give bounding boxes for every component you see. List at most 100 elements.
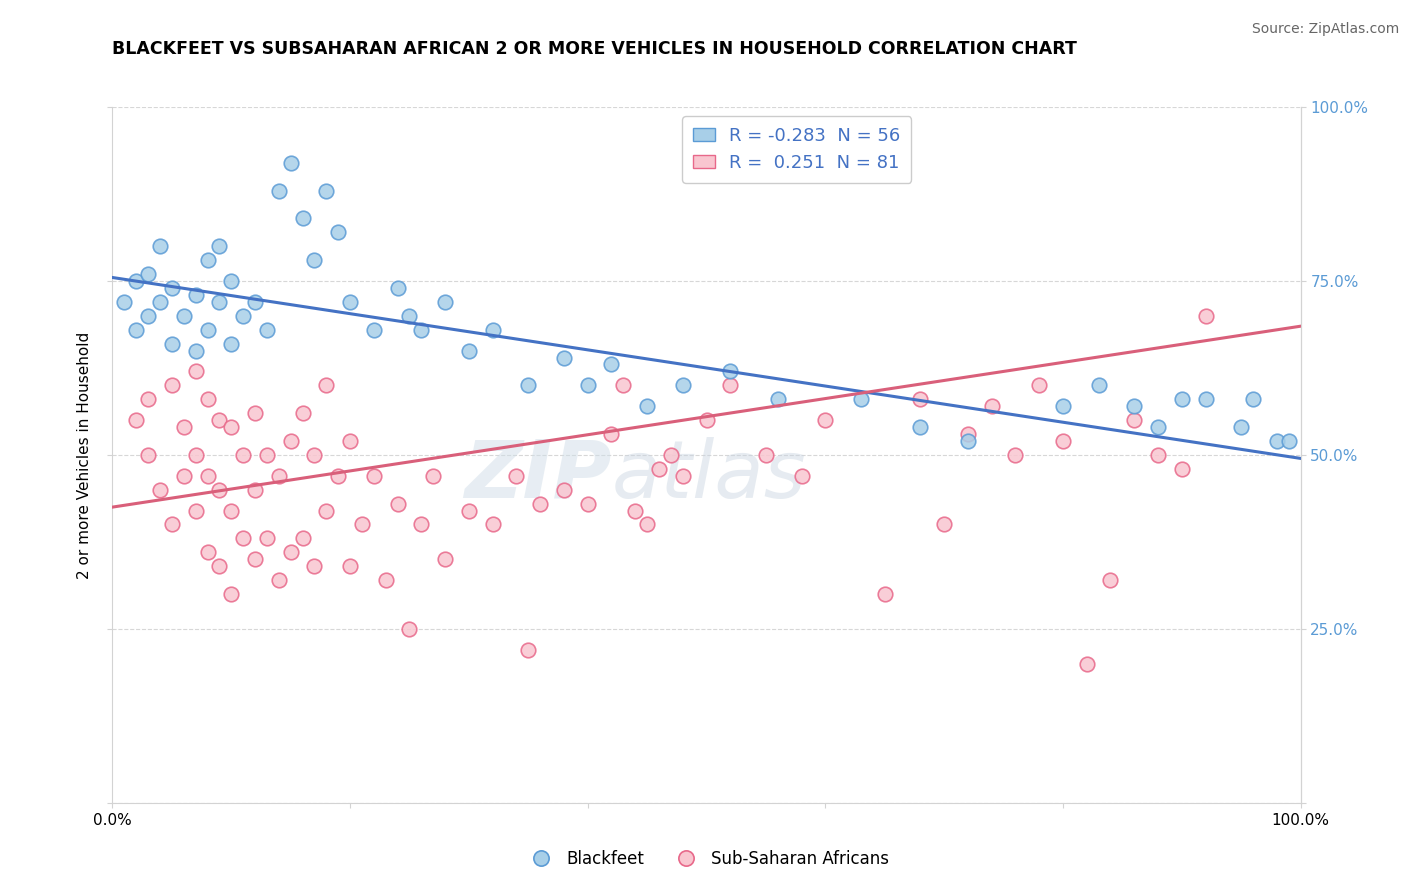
Point bbox=[256, 448, 278, 462]
Point bbox=[232, 532, 254, 546]
Point bbox=[267, 468, 290, 483]
Point bbox=[434, 294, 457, 309]
Point bbox=[1099, 573, 1122, 587]
Point bbox=[267, 184, 290, 198]
Point bbox=[374, 573, 396, 587]
Point bbox=[398, 622, 420, 636]
Point bbox=[648, 462, 671, 476]
Point bbox=[328, 468, 350, 483]
Point bbox=[219, 336, 242, 351]
Point bbox=[304, 253, 326, 268]
Point bbox=[149, 294, 172, 309]
Point bbox=[280, 545, 302, 559]
Point bbox=[243, 552, 266, 566]
Point bbox=[315, 503, 337, 517]
Point bbox=[339, 294, 361, 309]
Point bbox=[208, 559, 231, 574]
Point bbox=[1123, 413, 1146, 427]
Point bbox=[149, 483, 172, 497]
Point bbox=[267, 573, 290, 587]
Point bbox=[280, 434, 302, 448]
Point bbox=[125, 274, 148, 288]
Point bbox=[243, 406, 266, 420]
Point bbox=[766, 392, 789, 407]
Point bbox=[718, 364, 741, 378]
Point bbox=[980, 399, 1002, 413]
Point bbox=[291, 532, 314, 546]
Point bbox=[636, 399, 658, 413]
Point bbox=[136, 448, 159, 462]
Text: BLACKFEET VS SUBSAHARAN AFRICAN 2 OR MORE VEHICLES IN HOUSEHOLD CORRELATION CHAR: BLACKFEET VS SUBSAHARAN AFRICAN 2 OR MOR… bbox=[112, 40, 1077, 58]
Point bbox=[458, 343, 481, 358]
Point bbox=[256, 323, 278, 337]
Point bbox=[411, 517, 433, 532]
Point bbox=[398, 309, 420, 323]
Point bbox=[1278, 434, 1301, 448]
Point bbox=[1052, 399, 1074, 413]
Point bbox=[612, 378, 634, 392]
Point bbox=[256, 532, 278, 546]
Point bbox=[315, 184, 337, 198]
Point bbox=[1004, 448, 1026, 462]
Point bbox=[184, 288, 207, 302]
Point bbox=[160, 517, 183, 532]
Point bbox=[160, 378, 183, 392]
Point bbox=[600, 358, 623, 372]
Point bbox=[243, 294, 266, 309]
Point bbox=[136, 392, 159, 407]
Point bbox=[243, 483, 266, 497]
Point bbox=[208, 294, 231, 309]
Point bbox=[790, 468, 813, 483]
Point bbox=[529, 497, 551, 511]
Point bbox=[481, 323, 503, 337]
Point bbox=[814, 413, 837, 427]
Point bbox=[339, 559, 361, 574]
Point bbox=[422, 468, 444, 483]
Point bbox=[387, 497, 409, 511]
Point bbox=[718, 378, 741, 392]
Point bbox=[197, 545, 219, 559]
Point bbox=[184, 448, 207, 462]
Point bbox=[173, 309, 195, 323]
Point bbox=[755, 448, 778, 462]
Point bbox=[1194, 392, 1216, 407]
Point bbox=[1241, 392, 1264, 407]
Point bbox=[1123, 399, 1146, 413]
Point bbox=[149, 239, 172, 253]
Point bbox=[160, 281, 183, 295]
Point bbox=[517, 378, 540, 392]
Point bbox=[1028, 378, 1050, 392]
Point bbox=[1076, 657, 1098, 671]
Text: Source: ZipAtlas.com: Source: ZipAtlas.com bbox=[1251, 22, 1399, 37]
Point bbox=[184, 343, 207, 358]
Point bbox=[553, 483, 575, 497]
Point bbox=[160, 336, 183, 351]
Point bbox=[956, 427, 979, 442]
Point bbox=[184, 503, 207, 517]
Point bbox=[173, 468, 195, 483]
Point bbox=[208, 239, 231, 253]
Legend: Blackfeet, Sub-Saharan Africans: Blackfeet, Sub-Saharan Africans bbox=[517, 843, 896, 874]
Point bbox=[363, 323, 385, 337]
Point bbox=[624, 503, 647, 517]
Point bbox=[1052, 434, 1074, 448]
Point bbox=[873, 587, 896, 601]
Point bbox=[219, 503, 242, 517]
Point bbox=[1194, 309, 1216, 323]
Point bbox=[672, 378, 695, 392]
Point bbox=[517, 642, 540, 657]
Point bbox=[184, 364, 207, 378]
Point bbox=[197, 323, 219, 337]
Point bbox=[481, 517, 503, 532]
Text: ZIP: ZIP bbox=[464, 437, 612, 515]
Point bbox=[197, 392, 219, 407]
Point bbox=[208, 483, 231, 497]
Point bbox=[315, 378, 337, 392]
Point bbox=[232, 448, 254, 462]
Point bbox=[600, 427, 623, 442]
Point bbox=[280, 155, 302, 169]
Point bbox=[934, 517, 956, 532]
Point bbox=[219, 274, 242, 288]
Point bbox=[696, 413, 718, 427]
Point bbox=[291, 211, 314, 226]
